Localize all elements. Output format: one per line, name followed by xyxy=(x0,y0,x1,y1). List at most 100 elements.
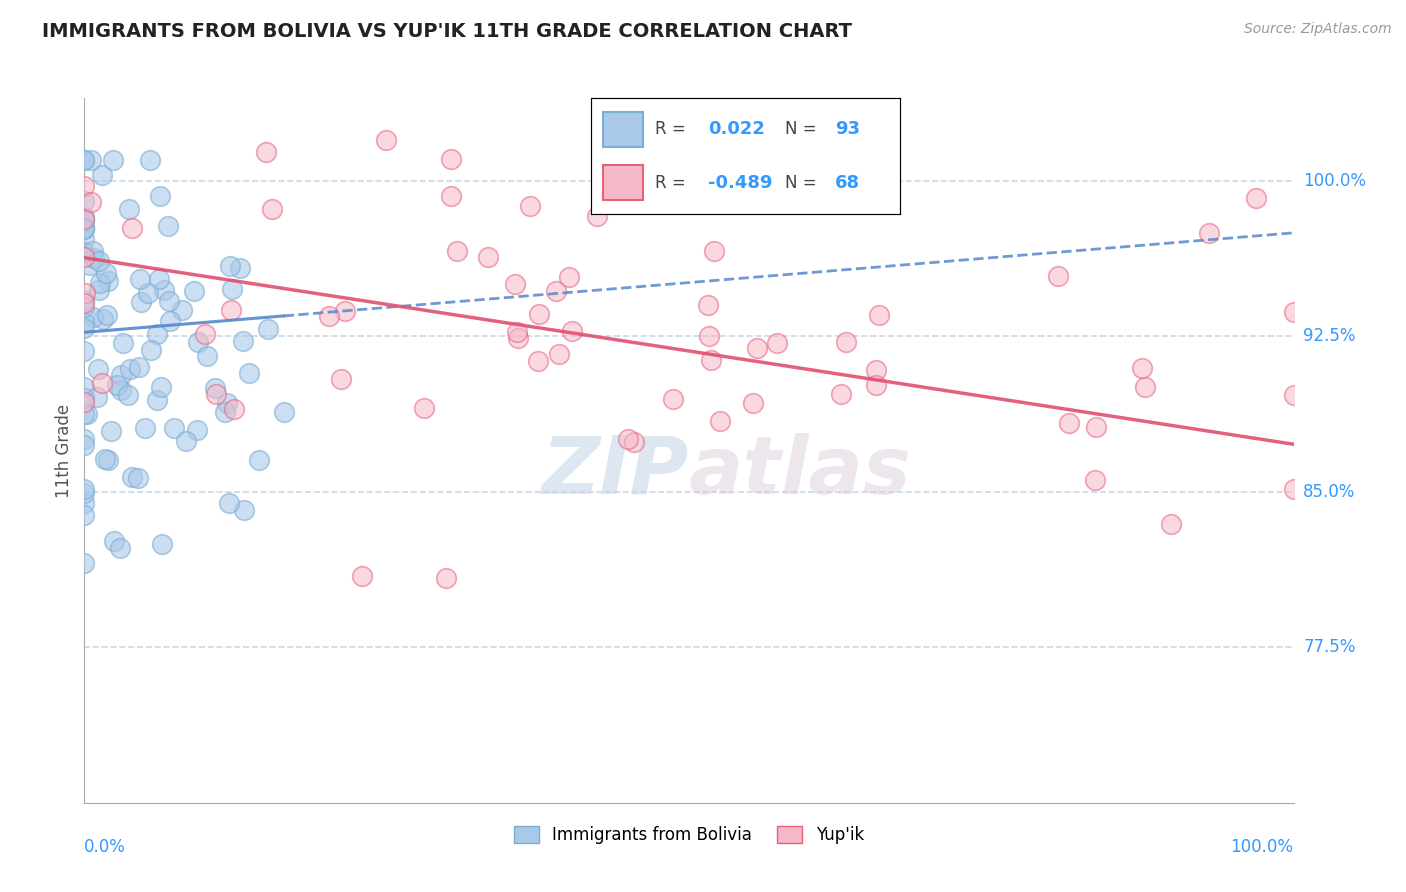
Point xyxy=(108,541,131,555)
Point xyxy=(741,132,763,146)
Point xyxy=(83,251,105,265)
Point xyxy=(146,326,169,341)
Point xyxy=(254,145,277,159)
Point xyxy=(218,496,240,510)
Point xyxy=(273,405,295,419)
Point xyxy=(257,322,280,336)
Point xyxy=(73,212,96,227)
Point xyxy=(91,376,114,391)
Point xyxy=(1282,388,1305,402)
Point xyxy=(73,286,96,301)
Point xyxy=(548,347,571,361)
Point xyxy=(835,334,858,349)
Point xyxy=(412,401,434,416)
Point xyxy=(262,202,284,216)
Text: 92.5%: 92.5% xyxy=(1303,327,1355,345)
Point xyxy=(186,423,208,437)
Point xyxy=(232,502,254,516)
Point xyxy=(697,329,720,343)
Point xyxy=(73,508,96,522)
Point xyxy=(103,153,125,168)
Y-axis label: 11th Grade: 11th Grade xyxy=(55,403,73,498)
Point xyxy=(94,452,117,467)
Point xyxy=(333,303,356,318)
Point xyxy=(697,298,720,312)
Point xyxy=(232,334,254,348)
Point xyxy=(544,285,567,299)
Point xyxy=(865,378,887,392)
Point xyxy=(129,272,152,286)
Point xyxy=(205,386,228,401)
Point xyxy=(73,317,96,331)
Point xyxy=(329,371,352,385)
Point xyxy=(477,250,499,264)
Point xyxy=(204,381,226,395)
Point xyxy=(91,312,114,326)
Text: N =: N = xyxy=(786,174,817,192)
Point xyxy=(747,341,769,355)
Point xyxy=(97,275,120,289)
Point xyxy=(73,321,96,335)
Point xyxy=(519,199,541,213)
Point xyxy=(1198,227,1220,241)
Text: atlas: atlas xyxy=(689,433,911,510)
Point xyxy=(195,349,218,363)
Point xyxy=(134,421,156,435)
Text: R =: R = xyxy=(655,174,686,192)
Point xyxy=(503,277,526,291)
Point xyxy=(87,254,110,268)
Point xyxy=(96,266,118,280)
Point xyxy=(73,244,96,259)
Point xyxy=(80,195,103,210)
Point xyxy=(96,308,118,322)
Point xyxy=(121,469,143,483)
Point xyxy=(440,152,463,166)
Point xyxy=(229,260,252,275)
Point xyxy=(218,259,240,273)
Point xyxy=(1046,268,1069,283)
Point xyxy=(73,438,96,452)
Text: -0.489: -0.489 xyxy=(709,174,772,192)
Point xyxy=(585,209,607,223)
Point xyxy=(183,285,205,299)
Point xyxy=(73,495,96,509)
Point xyxy=(97,452,120,467)
Text: 100.0%: 100.0% xyxy=(1230,838,1294,856)
Point xyxy=(1132,360,1154,375)
Point xyxy=(149,189,172,203)
Point xyxy=(121,220,143,235)
Point xyxy=(703,244,725,258)
Point xyxy=(219,303,242,318)
Point xyxy=(238,367,260,381)
Text: 0.0%: 0.0% xyxy=(84,838,127,856)
Point xyxy=(73,486,96,500)
Point xyxy=(1085,420,1108,434)
Point xyxy=(73,394,96,409)
Text: 77.5%: 77.5% xyxy=(1303,639,1355,657)
Point xyxy=(90,168,112,182)
Point xyxy=(79,258,101,272)
Point xyxy=(80,153,103,168)
Point xyxy=(73,296,96,310)
Point xyxy=(527,307,550,321)
Point xyxy=(221,282,243,296)
Point xyxy=(1135,380,1157,394)
Point xyxy=(73,153,96,168)
Point xyxy=(1244,191,1267,205)
Point xyxy=(73,222,96,236)
Point xyxy=(375,132,398,146)
Point xyxy=(744,194,766,209)
Point xyxy=(1282,305,1305,319)
Point xyxy=(73,210,96,224)
Point xyxy=(661,392,683,407)
FancyBboxPatch shape xyxy=(603,165,643,200)
Point xyxy=(709,413,731,427)
Point xyxy=(150,537,173,551)
Point xyxy=(159,314,181,328)
Point xyxy=(215,396,238,410)
Point xyxy=(174,434,197,449)
Point xyxy=(146,393,169,408)
Point xyxy=(73,232,96,246)
Point xyxy=(561,325,583,339)
Point xyxy=(128,359,150,374)
